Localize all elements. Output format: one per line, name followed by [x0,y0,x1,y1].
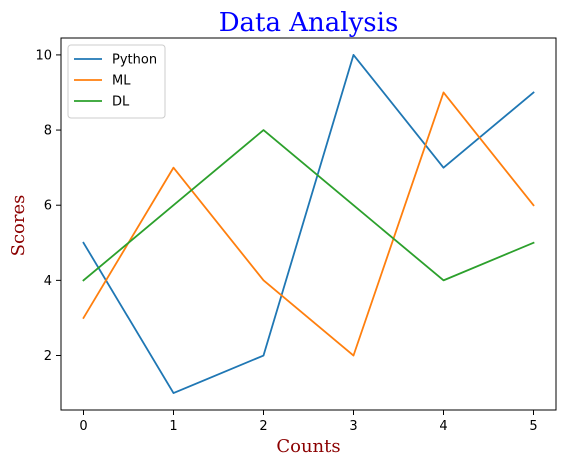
legend-label-dl: DL [112,95,130,110]
tick-layer: 0 1 2 3 4 5 2 4 6 8 10 [35,48,537,434]
plot-frame [60,37,557,411]
x-tick-label-3: 3 [349,419,357,434]
y-tick-label-1: 4 [44,274,52,289]
x-tick-label-1: 1 [169,419,177,434]
legend-label-ml: ML [112,74,131,89]
y-tick-label-2: 6 [44,199,52,214]
x-tick-label-4: 4 [439,419,447,434]
y-tick-label-4: 10 [35,48,52,63]
y-tick-label-0: 2 [44,349,52,364]
series-line-ml [82,91,535,357]
x-tick-label-5: 5 [529,419,537,434]
series-layer [82,54,535,394]
chart-title: Data Analysis [219,8,399,38]
x-tick-label-2: 2 [259,419,267,434]
y-axis-label: Scores [8,195,29,257]
x-axis-label: Counts [276,436,340,457]
y-tick-label-3: 8 [44,124,52,139]
legend-box [67,44,166,119]
legend-label-python: Python [112,53,157,68]
series-line-dl [82,129,535,282]
legend: Python ML DL [67,44,166,119]
x-tick-label-0: 0 [79,419,87,434]
series-line-python [82,54,535,394]
